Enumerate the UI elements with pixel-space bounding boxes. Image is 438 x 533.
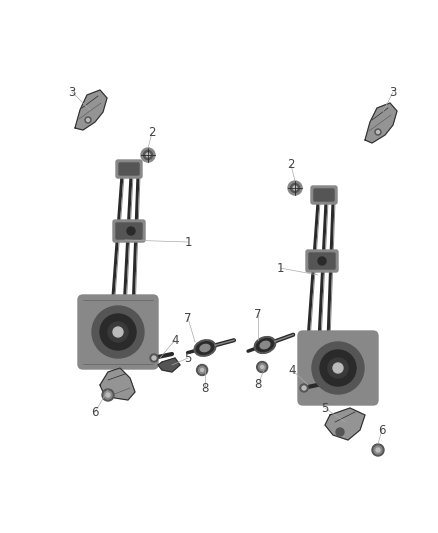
Text: 3: 3: [389, 85, 397, 99]
Circle shape: [144, 150, 152, 159]
Polygon shape: [365, 103, 397, 143]
Circle shape: [257, 361, 268, 373]
FancyBboxPatch shape: [309, 253, 335, 269]
Circle shape: [104, 391, 112, 399]
Circle shape: [150, 354, 158, 362]
Circle shape: [376, 448, 380, 452]
Polygon shape: [325, 408, 365, 440]
Circle shape: [198, 367, 205, 374]
Circle shape: [100, 314, 136, 350]
Text: 1: 1: [276, 262, 284, 274]
FancyBboxPatch shape: [314, 189, 334, 201]
Text: 2: 2: [148, 126, 156, 140]
Text: 2: 2: [287, 158, 295, 172]
Circle shape: [293, 186, 297, 190]
Circle shape: [333, 363, 343, 373]
FancyBboxPatch shape: [113, 220, 145, 242]
Circle shape: [113, 327, 123, 337]
Text: 4: 4: [288, 364, 296, 376]
Circle shape: [300, 384, 308, 392]
Circle shape: [375, 129, 381, 135]
Circle shape: [377, 131, 379, 133]
Circle shape: [92, 306, 144, 358]
Ellipse shape: [254, 337, 276, 353]
Circle shape: [312, 342, 364, 394]
Circle shape: [152, 356, 156, 360]
Circle shape: [302, 386, 306, 390]
FancyBboxPatch shape: [119, 163, 139, 175]
Text: 4: 4: [171, 334, 179, 346]
Circle shape: [127, 227, 135, 235]
Text: 5: 5: [184, 351, 192, 365]
Circle shape: [259, 364, 266, 370]
Circle shape: [146, 153, 150, 157]
Polygon shape: [158, 358, 180, 372]
FancyBboxPatch shape: [306, 250, 338, 272]
Circle shape: [106, 393, 110, 397]
Circle shape: [288, 181, 302, 195]
Text: 7: 7: [254, 309, 262, 321]
Text: 3: 3: [68, 85, 76, 99]
Circle shape: [374, 446, 382, 454]
Circle shape: [85, 117, 91, 123]
Ellipse shape: [200, 344, 210, 352]
Circle shape: [197, 365, 208, 376]
Text: 8: 8: [201, 382, 208, 394]
Ellipse shape: [196, 342, 214, 354]
Circle shape: [372, 444, 384, 456]
Circle shape: [108, 322, 128, 342]
Text: 6: 6: [91, 406, 99, 418]
Polygon shape: [100, 368, 135, 400]
Circle shape: [290, 183, 300, 192]
FancyBboxPatch shape: [116, 160, 142, 178]
Text: 6: 6: [378, 424, 386, 437]
Text: 8: 8: [254, 378, 261, 392]
FancyBboxPatch shape: [116, 223, 142, 239]
Polygon shape: [75, 90, 107, 130]
Circle shape: [320, 350, 356, 386]
FancyBboxPatch shape: [311, 186, 337, 204]
Ellipse shape: [194, 340, 216, 356]
Text: 5: 5: [321, 401, 328, 415]
Ellipse shape: [256, 338, 274, 351]
Circle shape: [102, 389, 114, 401]
Circle shape: [261, 366, 264, 368]
Circle shape: [328, 358, 348, 378]
Circle shape: [201, 368, 204, 372]
Circle shape: [141, 148, 155, 162]
Text: 7: 7: [184, 311, 192, 325]
Circle shape: [336, 428, 344, 436]
Ellipse shape: [260, 341, 270, 349]
FancyBboxPatch shape: [298, 331, 378, 405]
Text: 1: 1: [184, 236, 192, 248]
Circle shape: [318, 257, 326, 265]
Circle shape: [86, 118, 89, 122]
FancyBboxPatch shape: [78, 295, 158, 369]
